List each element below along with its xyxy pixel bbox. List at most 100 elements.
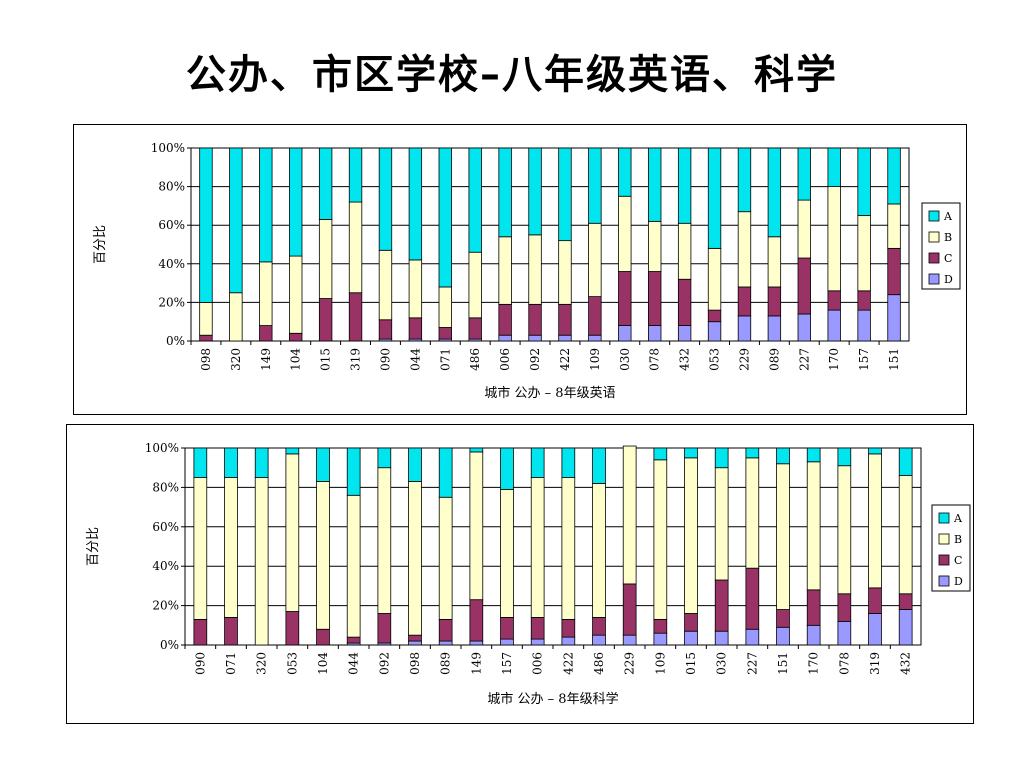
bar-segment-B — [500, 488, 514, 618]
x-tick-label: 319 — [349, 348, 363, 371]
bar-segment-A — [887, 147, 901, 205]
bar-segment-A — [767, 147, 782, 238]
bar-segment-A — [254, 447, 269, 478]
bar-segment-A — [588, 147, 602, 224]
bar-segment-B — [776, 463, 790, 610]
bar-segment-C — [868, 587, 882, 614]
bar-segment-C — [500, 617, 514, 640]
y-tick-label: 20% — [152, 599, 179, 613]
bar-segment-A — [737, 147, 752, 213]
bar-segment-B — [285, 453, 300, 612]
y-tick-label: 40% — [158, 257, 185, 271]
x-tick-label: 432 — [678, 348, 692, 371]
bar-segment-B — [289, 255, 303, 334]
bar-segment-D — [618, 325, 632, 342]
bar-segment-D — [588, 334, 602, 342]
bar-segment-B — [648, 220, 662, 272]
bar-segment-A — [224, 447, 238, 478]
bar-segment-A — [806, 447, 821, 463]
legend-swatch-D — [928, 273, 940, 285]
x-tick-label: 157 — [500, 652, 514, 675]
bar-segment-B — [528, 234, 542, 305]
bar-segment-C — [408, 317, 423, 340]
x-tick-label: 090 — [378, 348, 392, 371]
bar-segment-A — [193, 447, 208, 478]
legend-label: D — [954, 575, 963, 588]
bar-segment-C — [618, 271, 632, 326]
bar-segment-C — [377, 613, 392, 644]
bar-segment-D — [745, 628, 760, 646]
bar-segment-C — [837, 593, 852, 622]
bar-segment-D — [677, 325, 692, 342]
bar-segment-D — [500, 638, 514, 646]
x-axis-label: 城市 公办 – 8年级科学 — [487, 691, 618, 707]
bar-segment-D — [622, 634, 637, 646]
x-tick-label: 092 — [377, 652, 391, 675]
bar-segment-D — [797, 313, 811, 342]
bar-segment-D — [528, 334, 542, 342]
x-tick-label: 006 — [531, 652, 545, 675]
bar-segment-A — [500, 447, 514, 490]
bar-segment-A — [229, 147, 243, 294]
x-tick-label: 044 — [347, 652, 361, 675]
bar-segment-A — [199, 147, 213, 303]
science-chart-panel: 0% 20% 40% 60% 80% 100% 090 071 320 053 104 044 092 0… — [66, 424, 974, 724]
legend-label: D — [944, 273, 953, 286]
bar-segment-D — [684, 630, 698, 646]
bar-segment-B — [857, 215, 871, 292]
y-axis-label: 百分比 — [93, 225, 108, 264]
x-tick-label: 044 — [408, 348, 422, 371]
bar-segment-C — [193, 618, 208, 646]
bar-segment-A — [316, 447, 330, 482]
bar-segment-A — [677, 147, 692, 224]
bar-segment-B — [618, 195, 632, 272]
bar-segment-A — [653, 447, 668, 461]
english-chart-panel: 0% 20% 40% 60% 80% 100% 098 320 149 104 015 319 090 0… — [73, 124, 967, 415]
bar-segment-A — [348, 147, 363, 203]
bar-segment-D — [737, 315, 752, 342]
y-tick-label: 40% — [152, 559, 179, 573]
bar-segment-C — [622, 583, 637, 636]
bar-segment-C — [199, 334, 213, 342]
bar-segment-B — [561, 477, 576, 620]
bar-segment-D — [592, 634, 606, 646]
bar-segment-A — [837, 447, 852, 467]
bar-segment-A — [707, 147, 722, 249]
bar-segment-C — [714, 579, 729, 632]
bar-segment-A — [378, 147, 393, 251]
bar-segment-B — [837, 465, 852, 595]
bar-segment-C — [346, 636, 361, 644]
bar-segment-D — [469, 640, 484, 646]
bar-segment-D — [498, 334, 512, 342]
bar-segment-D — [837, 620, 852, 646]
legend-swatch-A — [928, 210, 940, 222]
bar-segment-B — [378, 249, 393, 321]
bar-segment-B — [653, 459, 668, 620]
bar-segment-B — [438, 286, 452, 328]
x-tick-label: 151 — [887, 348, 901, 371]
bar-segment-D — [561, 636, 576, 646]
science-chart: 0% 20% 40% 60% 80% 100% 090 071 320 053 104 044 092 0… — [86, 441, 971, 707]
x-tick-label: 149 — [469, 652, 483, 675]
plot-area — [190, 147, 910, 342]
x-tick-label: 227 — [745, 652, 759, 675]
y-tick-label: 80% — [152, 480, 179, 494]
x-tick-label: 157 — [857, 348, 871, 371]
x-tick-label: 089 — [439, 652, 453, 675]
x-tick-label: 149 — [259, 348, 273, 371]
bar-segment-B — [318, 219, 333, 299]
x-tick-label: 109 — [588, 348, 602, 371]
bar-segment-C — [684, 613, 698, 632]
bar-segment-D — [438, 640, 453, 646]
bar-segment-D — [887, 294, 901, 342]
bar-segment-B — [408, 481, 422, 636]
bar-segment-A — [530, 447, 545, 478]
bar-segment-A — [318, 147, 333, 220]
bar-segment-C — [745, 567, 760, 630]
legend-label: A — [943, 210, 953, 223]
bar-segment-B — [677, 222, 692, 280]
y-axis-label: 百分比 — [86, 527, 101, 566]
x-tick-label: 486 — [592, 652, 606, 675]
bar-segment-B — [707, 247, 722, 311]
legend-label: C — [944, 252, 952, 265]
